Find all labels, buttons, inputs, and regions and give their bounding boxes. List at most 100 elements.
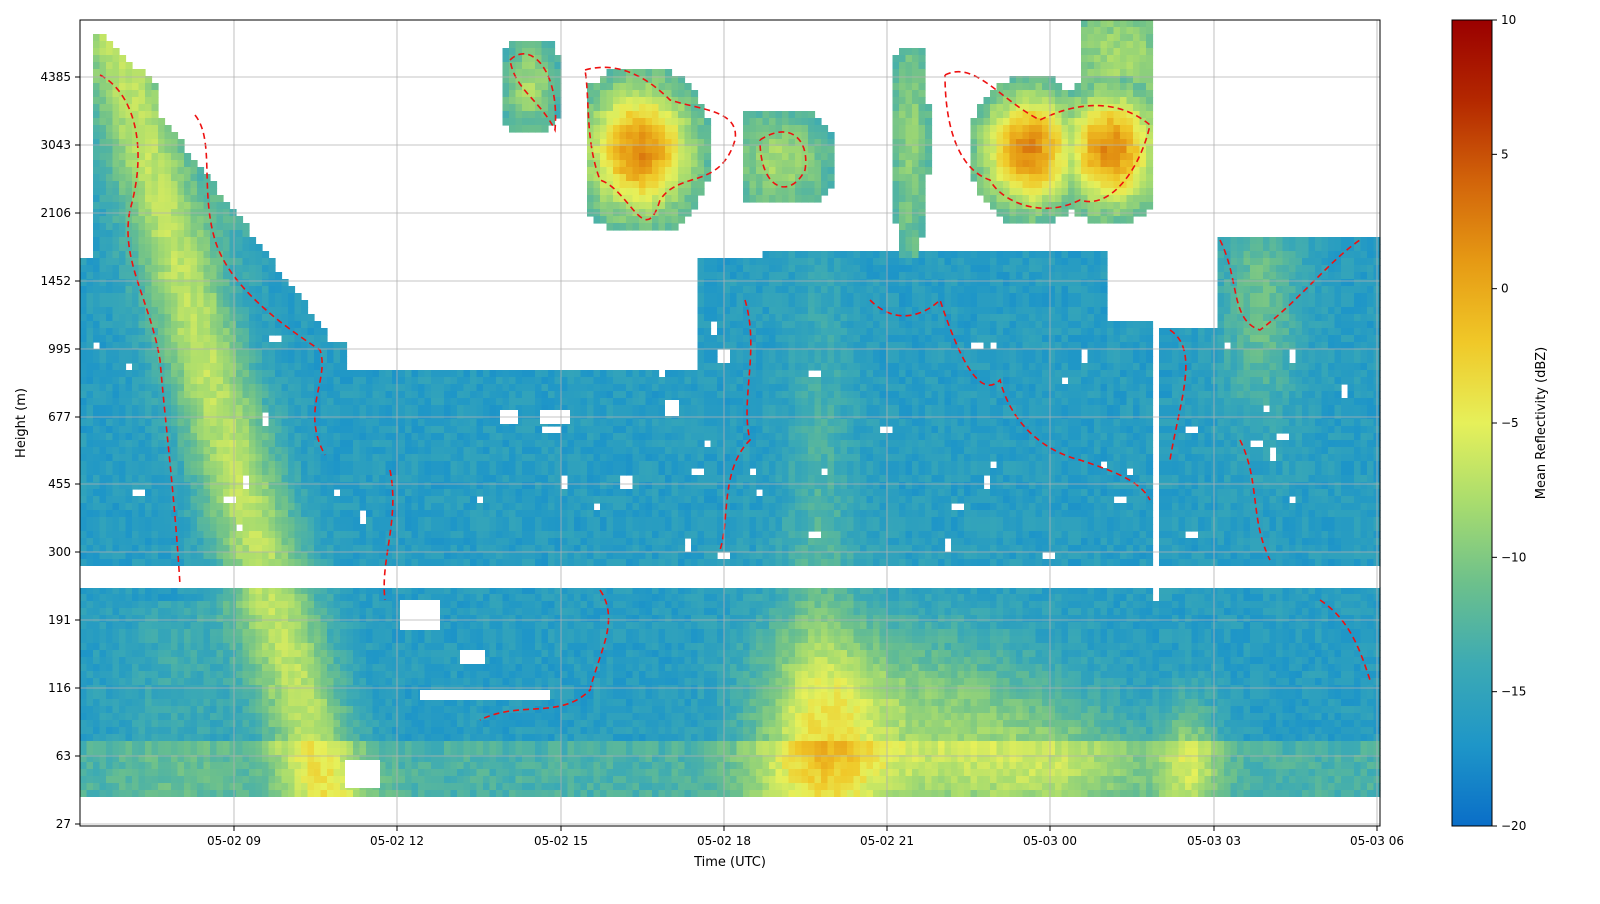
heatmap-cell: [99, 538, 107, 546]
heatmap-cell: [255, 412, 263, 420]
heatmap-cell: [333, 363, 341, 371]
heatmap-cell: [515, 97, 523, 105]
heatmap-cell: [132, 160, 140, 168]
heatmap-cell: [119, 216, 127, 224]
heatmap-cell: [476, 461, 484, 469]
heatmap-cell: [463, 783, 471, 791]
heatmap-cell: [333, 531, 341, 539]
heatmap-cell: [301, 699, 309, 707]
heatmap-cell: [340, 398, 348, 406]
heatmap-cell: [398, 685, 406, 693]
heatmap-cell: [483, 671, 491, 679]
heatmap-cell: [301, 384, 309, 392]
heatmap-cell: [210, 258, 218, 266]
heatmap-cell: [106, 279, 114, 287]
heatmap-cell: [119, 545, 127, 553]
heatmap-cell: [138, 517, 146, 525]
heatmap-cell: [515, 545, 523, 553]
heatmap-cell: [346, 678, 354, 686]
heatmap-cell: [255, 503, 263, 511]
heatmap-cell: [353, 552, 361, 560]
heatmap-cell: [450, 419, 458, 427]
heatmap-cell: [411, 517, 419, 525]
heatmap-cell: [210, 524, 218, 532]
heatmap-cell: [489, 748, 497, 756]
heatmap-cell: [333, 461, 341, 469]
heatmap-cell: [437, 748, 445, 756]
heatmap-cell: [411, 692, 419, 700]
heatmap-cell: [314, 776, 322, 784]
heatmap-cell: [307, 384, 315, 392]
heatmap-cell: [164, 230, 172, 238]
heatmap-cell: [340, 531, 348, 539]
heatmap-cell: [515, 76, 523, 84]
heatmap-cell: [275, 678, 283, 686]
heatmap-cell: [119, 706, 127, 714]
heatmap-cell: [229, 790, 237, 798]
heatmap-cell: [242, 643, 250, 651]
heatmap-cell: [502, 720, 510, 728]
heatmap-cell: [203, 426, 211, 434]
heatmap-cell: [249, 454, 257, 462]
heatmap-cell: [151, 426, 159, 434]
heatmap-cell: [463, 727, 471, 735]
heatmap-cell: [470, 419, 478, 427]
heatmap-cell: [197, 685, 205, 693]
heatmap-cell: [255, 307, 263, 315]
heatmap-cell: [392, 643, 400, 651]
heatmap-cell: [268, 300, 276, 308]
heatmap-cell: [164, 524, 172, 532]
heatmap-cell: [86, 734, 94, 742]
heatmap-cell: [275, 762, 283, 770]
heatmap-cell: [294, 503, 302, 511]
heatmap-cell: [249, 356, 257, 364]
heatmap-cell: [99, 244, 107, 252]
heatmap-cell: [80, 608, 88, 616]
heatmap-cell: [255, 489, 263, 497]
heatmap-cell: [236, 601, 244, 609]
heatmap-cell: [424, 426, 432, 434]
heatmap-cell: [418, 475, 426, 483]
heatmap-cell: [80, 384, 88, 392]
heatmap-cell: [112, 139, 120, 147]
heatmap-cell: [138, 314, 146, 322]
heatmap-cell: [489, 699, 497, 707]
heatmap-cell: [236, 636, 244, 644]
heatmap-cell: [112, 216, 120, 224]
heatmap-cell: [444, 587, 452, 595]
heatmap-cell: [216, 713, 224, 721]
heatmap-cell: [86, 713, 94, 721]
heatmap-cell: [392, 552, 400, 560]
heatmap-cell: [307, 517, 315, 525]
heatmap-cell: [340, 615, 348, 623]
heatmap-cell: [489, 790, 497, 798]
heatmap-cell: [171, 132, 179, 140]
heatmap-cell: [203, 377, 211, 385]
heatmap-cell: [190, 300, 198, 308]
heatmap-cell: [411, 559, 419, 567]
heatmap-cell: [281, 776, 289, 784]
heatmap-cell: [301, 559, 309, 567]
heatmap-cell: [190, 559, 198, 567]
heatmap-cell: [437, 426, 445, 434]
heatmap-cell: [138, 524, 146, 532]
heatmap-cell: [411, 447, 419, 455]
heatmap-cell: [184, 391, 192, 399]
heatmap-cell: [307, 454, 315, 462]
heatmap-cell: [437, 524, 445, 532]
heatmap-cell: [119, 524, 127, 532]
heatmap-cell: [210, 755, 218, 763]
heatmap-cell: [125, 790, 133, 798]
heatmap-cell: [203, 734, 211, 742]
heatmap-cell: [203, 419, 211, 427]
heatmap-cell: [112, 657, 120, 665]
heatmap-cell: [515, 391, 523, 399]
heatmap-cell: [314, 370, 322, 378]
heatmap-cell: [86, 706, 94, 714]
heatmap-cell: [496, 496, 504, 504]
heatmap-cell: [99, 776, 107, 784]
heatmap-cell: [80, 664, 88, 672]
heatmap-cell: [197, 524, 205, 532]
heatmap-cell: [333, 496, 341, 504]
heatmap-cell: [359, 608, 367, 616]
